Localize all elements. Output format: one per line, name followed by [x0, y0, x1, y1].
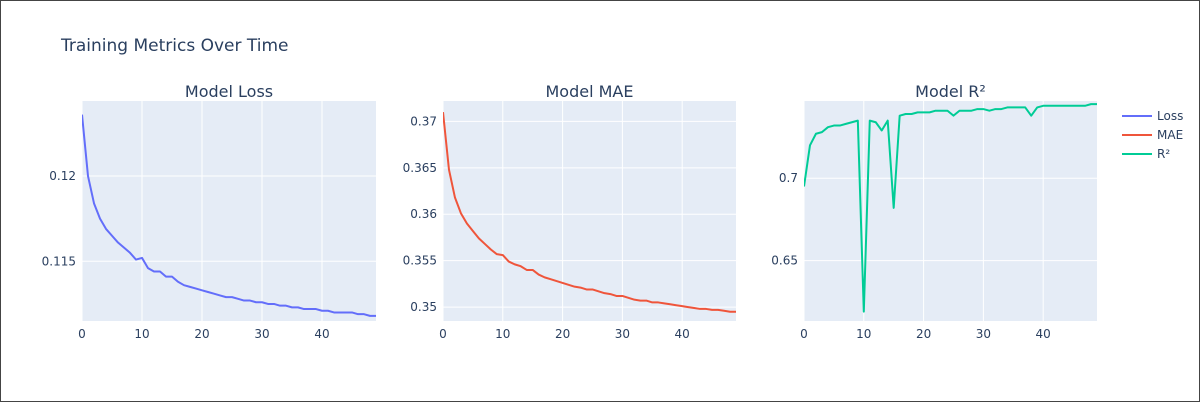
- y-tick-label: 0.355: [403, 254, 437, 268]
- legend-item[interactable]: MAE: [1122, 128, 1183, 142]
- x-tick-label: 0: [800, 327, 808, 341]
- x-tick-label: 10: [495, 327, 510, 341]
- y-tick-label: 0.115: [42, 254, 76, 268]
- subplot-3: 0 10 20 30 40 0.65 0.7 Model R²: [771, 82, 1097, 341]
- legend-label: MAE: [1157, 128, 1183, 142]
- x-tick-label: 0: [78, 327, 86, 341]
- y-tick-label: 0.12: [49, 169, 76, 183]
- y-tick-label: 0.65: [771, 254, 798, 268]
- y-tick-label: 0.35: [410, 300, 437, 314]
- legend-item[interactable]: Loss: [1122, 109, 1183, 123]
- x-tick-label: 0: [439, 327, 447, 341]
- subplot-title: Model MAE: [546, 82, 634, 101]
- x-tick-label: 40: [675, 327, 690, 341]
- plot-area: [82, 101, 376, 321]
- chart-title: Training Metrics Over Time: [60, 36, 289, 56]
- subplot-title: Model Loss: [185, 82, 273, 101]
- subplot-2: 0 10 20 30 40 0.35 0.355 0.36 0.365 0.37 Model MAE: [403, 82, 736, 341]
- y-tick-label: 0.7: [779, 171, 798, 185]
- y-tick-label: 0.37: [410, 114, 437, 128]
- plot-area: [804, 101, 1097, 321]
- subplot-panels: 0 10 20 30 40 0.115 0.12 Model Loss 0 10 20 30 40 0.3…: [42, 82, 1097, 341]
- legend-item[interactable]: R²: [1122, 147, 1170, 161]
- x-tick-label: 20: [916, 327, 931, 341]
- y-tick-label: 0.365: [403, 161, 437, 175]
- legend[interactable]: Loss MAE R²: [1122, 109, 1183, 161]
- x-tick-label: 20: [194, 327, 209, 341]
- series-line-mae[interactable]: [443, 112, 736, 313]
- legend-label: Loss: [1157, 109, 1183, 123]
- subplot-1: 0 10 20 30 40 0.115 0.12 Model Loss: [42, 82, 376, 341]
- y-tick-label: 0.36: [410, 207, 437, 221]
- x-tick-label: 40: [1036, 327, 1051, 341]
- legend-label: R²: [1157, 147, 1170, 161]
- subplot-title: Model R²: [915, 82, 986, 101]
- x-tick-label: 20: [555, 327, 570, 341]
- plot-area: [443, 101, 736, 321]
- x-tick-label: 10: [856, 327, 871, 341]
- x-tick-label: 30: [976, 327, 991, 341]
- series-line-r[interactable]: [804, 103, 1097, 313]
- x-tick-label: 10: [134, 327, 149, 341]
- x-tick-label: 30: [615, 327, 630, 341]
- x-tick-label: 40: [314, 327, 329, 341]
- series-line-loss[interactable]: [82, 114, 376, 317]
- x-tick-label: 30: [254, 327, 269, 341]
